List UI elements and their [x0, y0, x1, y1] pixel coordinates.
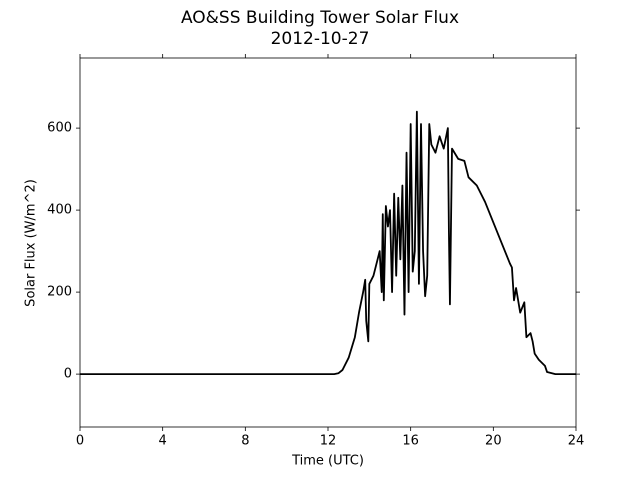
x-tick-label: 24 — [568, 434, 585, 449]
x-tick-label: 4 — [159, 434, 167, 449]
x-tick-label: 0 — [76, 434, 84, 449]
y-tick-label: 200 — [47, 285, 72, 300]
x-tick-label: 12 — [320, 434, 337, 449]
x-axis-label: Time (UTC) — [291, 454, 364, 469]
y-tick-label: 400 — [47, 203, 72, 218]
y-tick-label: 0 — [64, 367, 72, 382]
y-tick-label: 600 — [47, 121, 72, 136]
y-axis-label: Solar Flux (W/m^2) — [24, 179, 39, 307]
x-tick-label: 20 — [485, 434, 502, 449]
data-line — [80, 110, 576, 376]
x-tick-label: 16 — [402, 434, 419, 449]
chart-title: AO&SS Building Tower Solar Flux — [181, 8, 459, 28]
chart-subtitle: 2012-10-27 — [271, 29, 370, 49]
x-tick-label: 8 — [241, 434, 249, 449]
